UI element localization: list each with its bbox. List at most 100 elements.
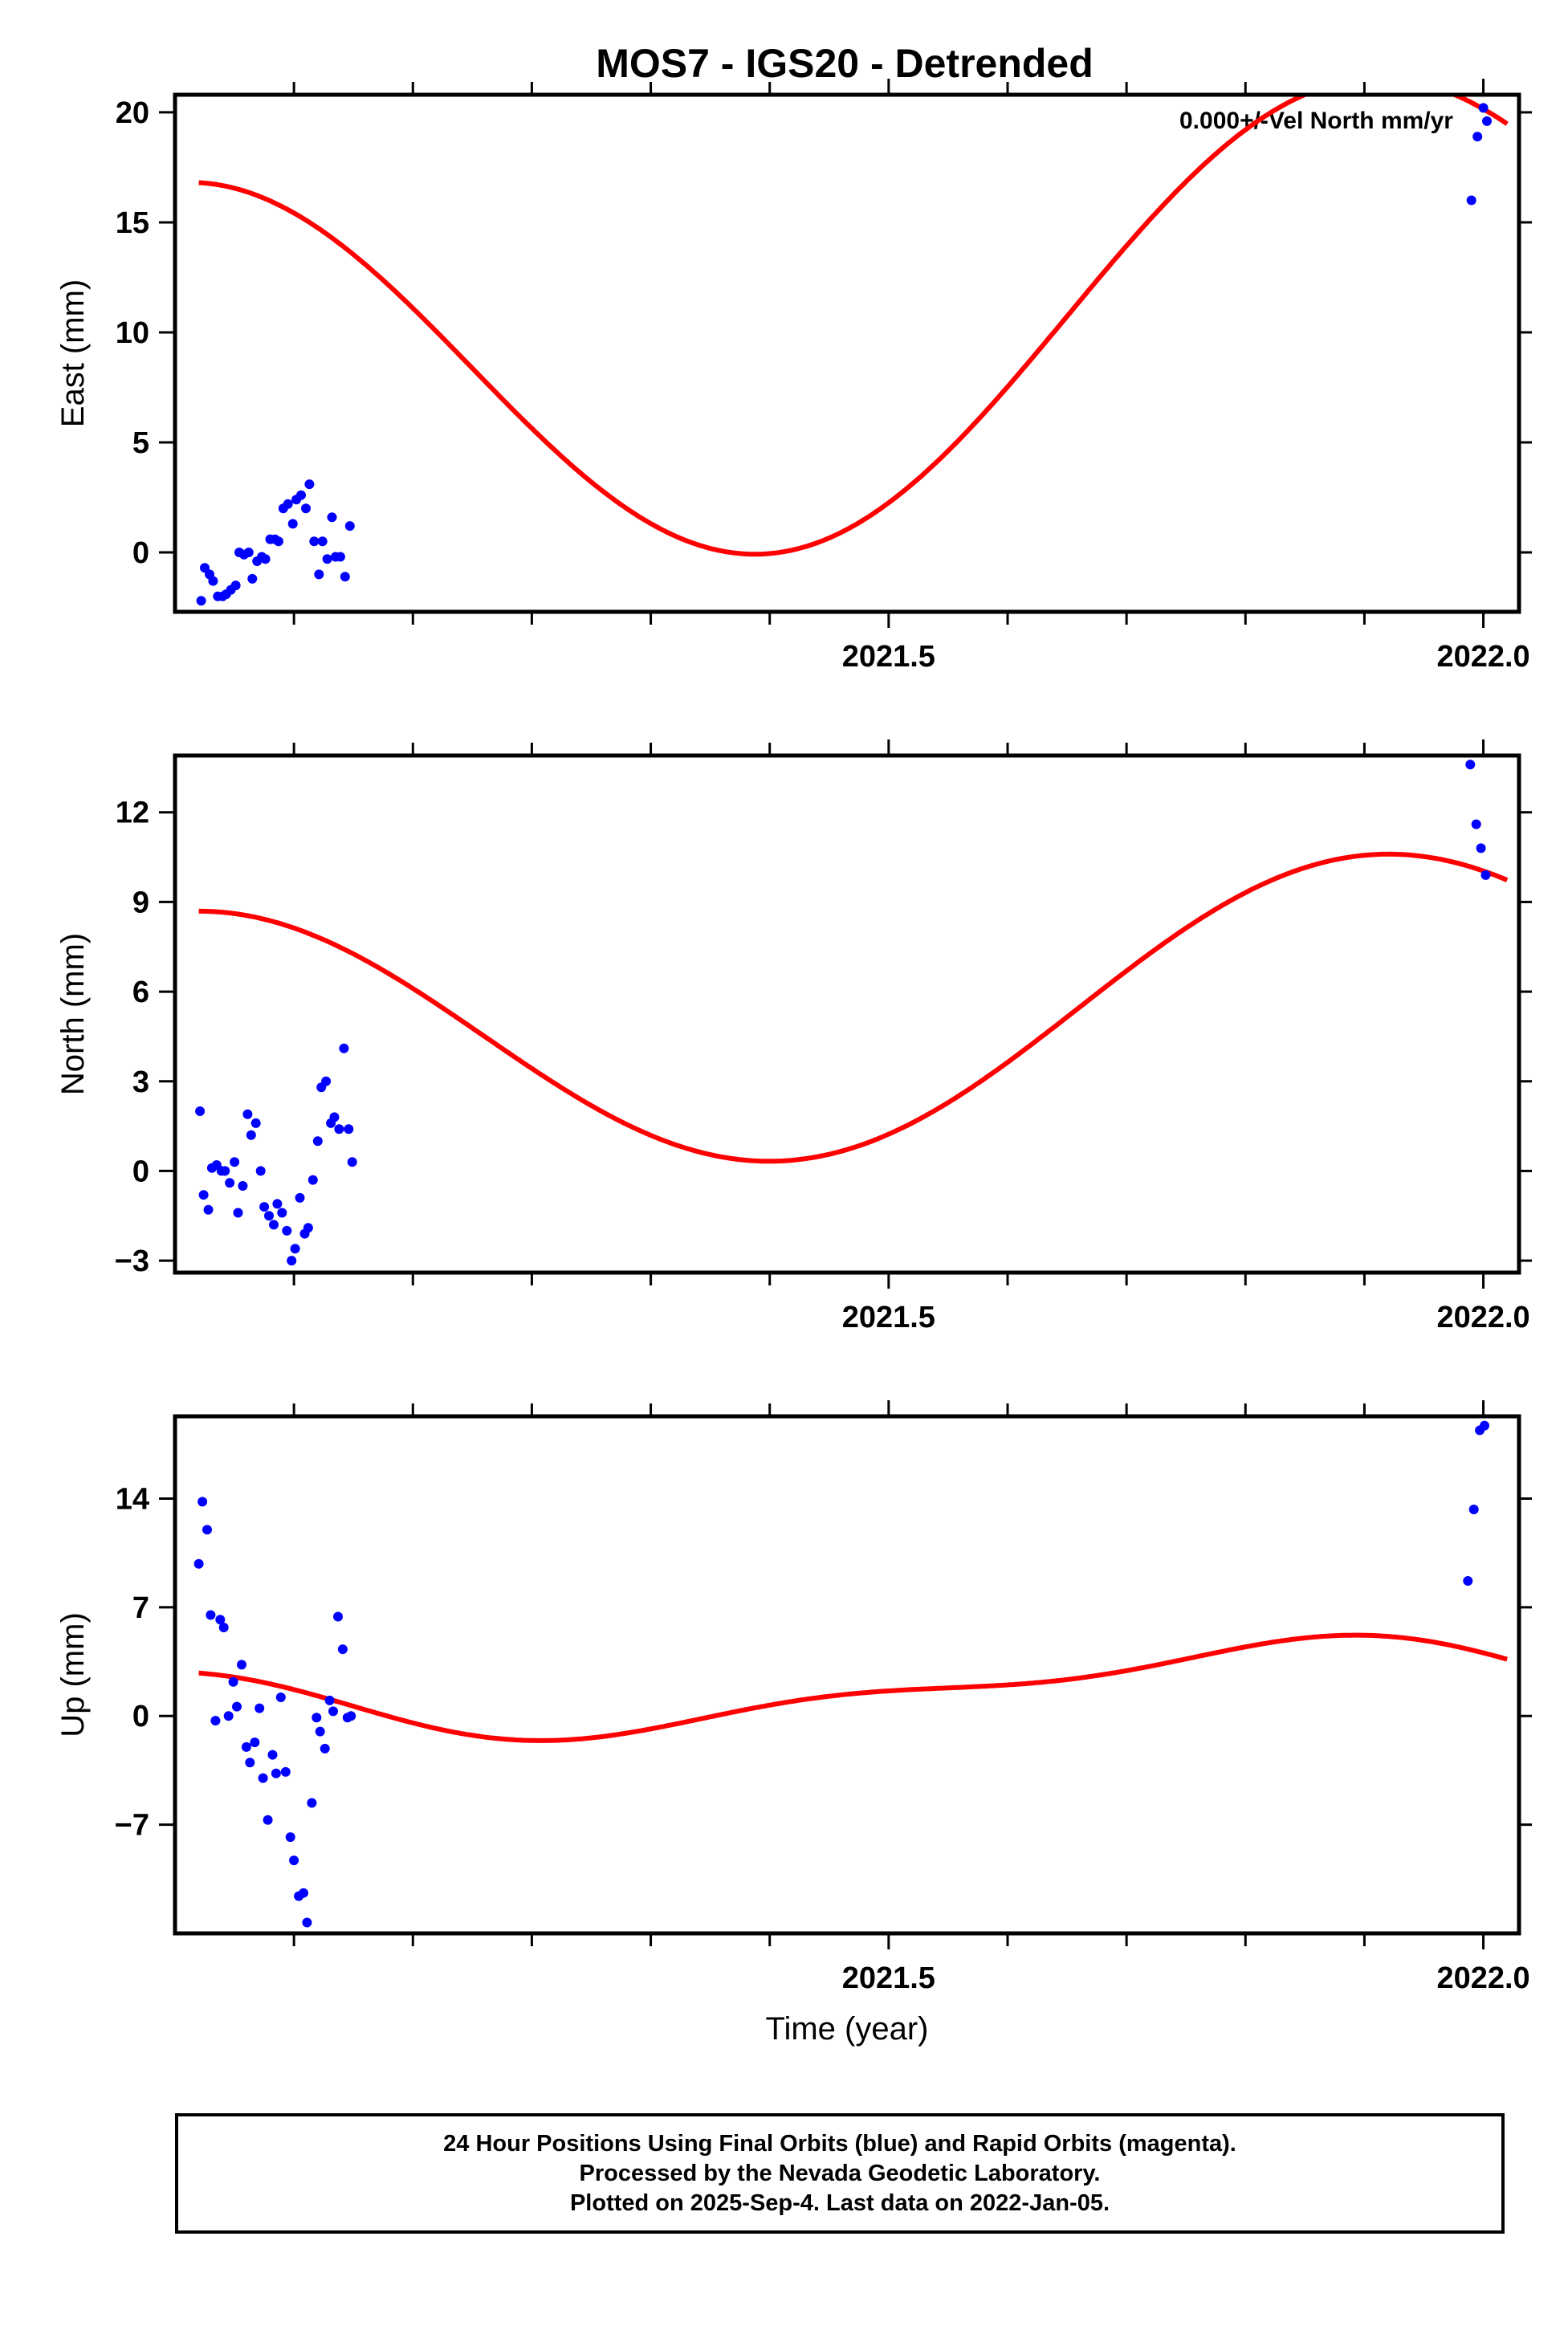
north-data-point <box>321 1076 332 1086</box>
east-data-point <box>327 512 337 523</box>
east-y-tick-label: 15 <box>116 206 149 240</box>
east-plot-frame <box>173 92 1521 614</box>
north-data-point <box>255 1166 266 1176</box>
up-y-tick-label: −7 <box>115 1809 149 1843</box>
north-data-point <box>238 1181 248 1191</box>
up-data-point <box>1480 1420 1489 1431</box>
up-data-point <box>275 1693 286 1702</box>
north-y-tick-label: 12 <box>116 796 149 830</box>
north-data-point <box>269 1220 279 1230</box>
up-data-point <box>1463 1576 1473 1586</box>
up-data-point <box>218 1623 229 1632</box>
up-data-point <box>245 1758 255 1768</box>
north-data-point <box>1471 819 1481 829</box>
up-data-point <box>1468 1505 1479 1514</box>
up-data-point <box>255 1703 265 1713</box>
north-x-tick-label: 2022.0 <box>1436 1301 1529 1334</box>
up-data-point <box>337 1644 348 1655</box>
north-y-axis-label: North (mm) <box>55 933 91 1095</box>
north-data-point <box>307 1175 318 1185</box>
east-data-point <box>196 596 206 606</box>
north-data-point <box>344 1124 354 1134</box>
east-data-point <box>283 499 293 509</box>
north-data-point <box>1465 760 1476 770</box>
up-data-point <box>307 1798 317 1808</box>
east-data-point <box>208 576 218 586</box>
east-data-point <box>304 479 315 490</box>
north-data-point <box>312 1136 323 1147</box>
up-data-point <box>324 1695 335 1705</box>
north-data-point <box>334 1124 344 1134</box>
north-data-point <box>225 1178 235 1188</box>
north-data-point <box>1476 843 1486 853</box>
east-model-curve <box>198 95 1509 557</box>
up-y-tick-label: 14 <box>116 1482 149 1516</box>
up-data-point <box>299 1888 308 1898</box>
north-data-point <box>264 1211 274 1221</box>
up-data-point <box>250 1737 260 1748</box>
east-data-point <box>314 569 324 580</box>
east-x-tick-label: 2022.0 <box>1436 640 1529 674</box>
up-data-point <box>198 1497 208 1507</box>
north-data-point <box>329 1112 340 1122</box>
east-data-point <box>309 536 320 547</box>
north-data-point <box>339 1043 349 1053</box>
north-y-tick-label: −3 <box>115 1244 149 1278</box>
caption-box: 24 Hour Positions Using Final Orbits (bl… <box>175 2113 1505 2234</box>
north-data-point <box>272 1199 283 1209</box>
north-y-tick-label: 3 <box>132 1065 149 1099</box>
up-y-tick-label: 7 <box>132 1591 149 1625</box>
north-panel: 2021.5 2022.0 −3 0 3 6 9 12 North (mm) <box>55 739 1532 1334</box>
up-y-axis-label: Up (mm) <box>55 1612 91 1737</box>
north-x-tick-label: 2021.5 <box>842 1301 935 1334</box>
up-data-point <box>267 1750 278 1760</box>
up-data-point <box>263 1815 273 1825</box>
east-data-point <box>1472 132 1483 142</box>
up-data-point <box>271 1768 281 1778</box>
north-data-point <box>287 1256 297 1266</box>
north-data-point <box>295 1192 305 1203</box>
up-data-point <box>346 1711 356 1721</box>
north-plot-area <box>195 760 1509 1266</box>
east-data-point <box>247 573 258 584</box>
up-data-point <box>223 1711 234 1721</box>
up-data-point <box>280 1766 291 1777</box>
north-data-point <box>1480 870 1491 880</box>
east-data-point <box>260 554 271 564</box>
east-data-point <box>344 521 355 532</box>
east-data-point <box>243 548 254 557</box>
up-model-curve <box>198 1632 1508 1743</box>
east-y-tick-label: 20 <box>116 96 149 130</box>
north-data-point <box>220 1166 230 1176</box>
north-y-tick-label: 9 <box>132 886 149 919</box>
caption-line-2: Processed by the Nevada Geodetic Laborat… <box>579 2160 1101 2186</box>
up-x-tick-label: 2021.5 <box>842 1961 935 1995</box>
east-data-point <box>340 572 350 582</box>
up-data-point <box>320 1743 330 1754</box>
east-data-point <box>322 554 332 564</box>
north-plot-frame <box>173 753 1521 1275</box>
east-y-tick-label: 5 <box>132 426 149 460</box>
north-data-point <box>290 1244 300 1254</box>
up-data-point <box>333 1611 343 1622</box>
east-data-point <box>200 563 210 573</box>
caption-line-1: 24 Hour Positions Using Final Orbits (bl… <box>443 2130 1236 2157</box>
caption-line-3: Plotted on 2025-Sep-4. Last data on 2022… <box>569 2189 1110 2216</box>
up-data-point <box>289 1855 299 1866</box>
north-data-point <box>203 1204 214 1215</box>
up-data-point <box>312 1713 322 1723</box>
north-data-point <box>347 1157 357 1167</box>
north-data-point <box>282 1225 292 1236</box>
north-data-point <box>259 1202 270 1212</box>
up-data-point <box>228 1676 238 1687</box>
up-data-point <box>258 1773 268 1783</box>
north-model-curve <box>198 851 1509 1164</box>
north-y-tick-label: 6 <box>132 976 149 1009</box>
east-y-tick-label: 10 <box>116 316 149 350</box>
east-data-point <box>230 580 241 591</box>
up-data-point <box>285 1832 295 1843</box>
north-data-point <box>198 1190 209 1200</box>
chart-title: MOS7 - IGS20 - Detrended <box>596 41 1094 86</box>
up-data-point <box>215 1615 226 1625</box>
up-x-axis-label: Time (year) <box>766 2011 929 2047</box>
